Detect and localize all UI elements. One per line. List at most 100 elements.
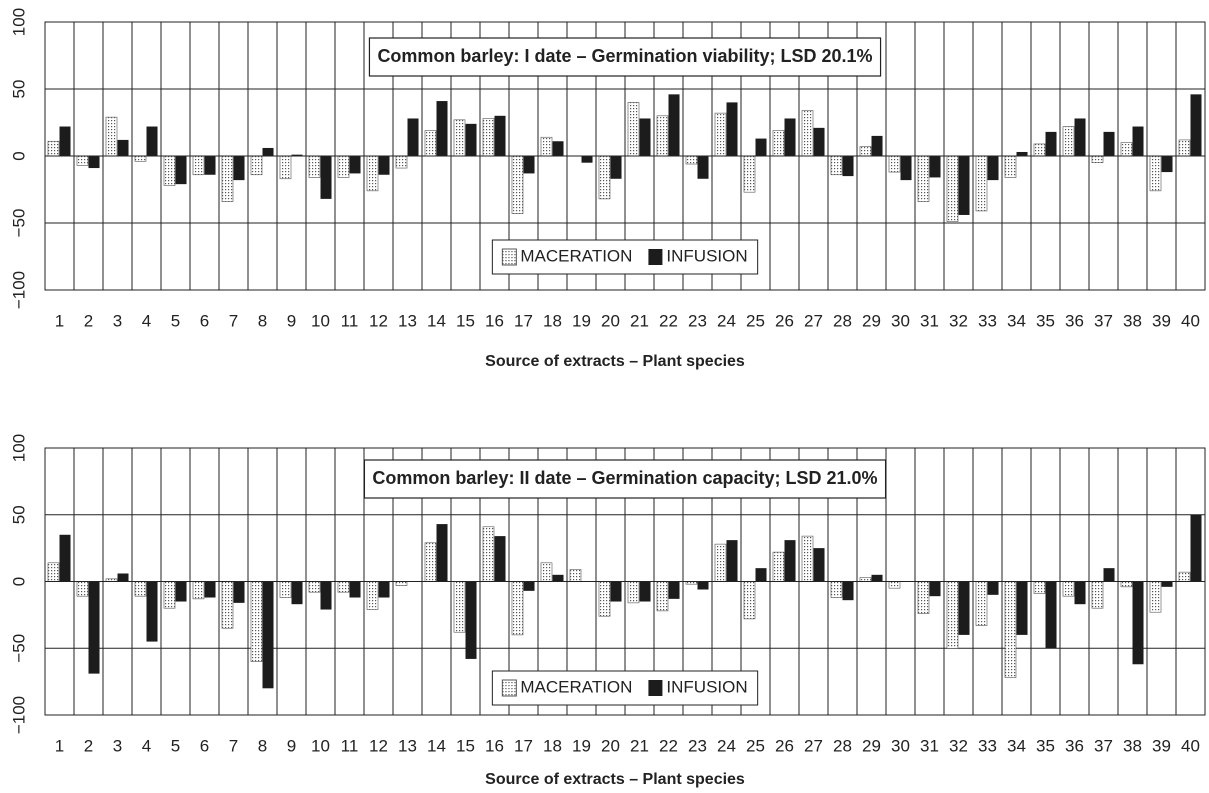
bar [250, 581, 263, 662]
x-tick-label: 40 [1181, 311, 1200, 330]
x-tick-label: 20 [601, 736, 620, 755]
bar [627, 581, 640, 604]
bar [784, 118, 796, 156]
x-tick-label: 40 [1181, 736, 1200, 755]
bar [378, 581, 390, 598]
y-tick-label: 50 [9, 505, 28, 524]
bar [337, 155, 350, 178]
bar [250, 155, 263, 176]
x-tick-label: 37 [1094, 311, 1113, 330]
x-tick-label: 33 [978, 736, 997, 755]
y-tick-label: 50 [9, 80, 28, 99]
bar [192, 581, 205, 600]
y-tick-label: 100 [9, 8, 28, 36]
bar [291, 581, 303, 605]
bar [1120, 581, 1133, 588]
bar [1062, 581, 1075, 597]
bar [337, 581, 350, 593]
bar [598, 581, 611, 617]
x-tick-label: 39 [1152, 736, 1171, 755]
bar [134, 581, 147, 597]
bar [146, 126, 158, 156]
x-tick-label: 30 [891, 311, 910, 330]
x-tick-label: 30 [891, 736, 910, 755]
x-tick-label: 13 [398, 736, 417, 755]
x-tick-label: 38 [1123, 311, 1142, 330]
x-tick-label: 37 [1094, 736, 1113, 755]
x-tick-label: 26 [775, 736, 794, 755]
bar [610, 156, 622, 179]
bar [1132, 581, 1144, 665]
bar [946, 155, 959, 222]
bar [668, 581, 680, 599]
bar [320, 581, 332, 610]
x-tick-label: 8 [258, 736, 267, 755]
bar [1045, 131, 1057, 156]
x-tick-label: 28 [833, 311, 852, 330]
bar [366, 155, 379, 192]
bar [523, 156, 535, 174]
bar [436, 524, 448, 582]
bar [830, 155, 843, 176]
chart-title: Common barley: II date – Germination cap… [372, 468, 877, 488]
bar [395, 581, 408, 586]
legend-swatch [648, 680, 663, 696]
x-tick-label: 15 [456, 311, 475, 330]
y-tick-label: −50 [9, 634, 28, 663]
bar [813, 127, 825, 156]
bar [1132, 126, 1144, 156]
bar [610, 581, 622, 602]
bar [1062, 126, 1075, 157]
x-tick-label: 7 [229, 736, 238, 755]
x-tick-label: 3 [113, 311, 122, 330]
bar [784, 540, 796, 582]
bar [1178, 571, 1191, 582]
bar [175, 156, 187, 185]
bar [221, 581, 234, 629]
bar [59, 534, 71, 582]
bar [424, 542, 437, 582]
legend-box [491, 239, 759, 275]
x-tick-label: 21 [630, 311, 649, 330]
y-tick-label: 0 [9, 577, 28, 586]
bar [871, 135, 883, 156]
bar [772, 551, 785, 582]
bar [755, 138, 767, 156]
x-tick-label: 29 [862, 736, 881, 755]
bar [842, 156, 854, 177]
bar [511, 155, 524, 214]
bar [395, 155, 408, 169]
x-tick-label: 23 [688, 311, 707, 330]
title-box [363, 459, 887, 499]
bar [975, 581, 988, 626]
bar [88, 581, 100, 674]
bar [1178, 139, 1191, 157]
legend-label: INFUSION [666, 677, 747, 696]
bar [697, 156, 709, 179]
x-tick-label: 16 [485, 736, 504, 755]
bar [308, 155, 321, 178]
x-tick-label: 10 [311, 311, 330, 330]
bar [639, 118, 651, 156]
x-tick-label: 18 [543, 736, 562, 755]
bar [117, 139, 129, 156]
bar [482, 118, 495, 157]
x-tick-label: 35 [1036, 736, 1055, 755]
legend: MACERATION INFUSION [491, 670, 759, 706]
bar [859, 577, 872, 582]
bar [1161, 156, 1173, 173]
x-tick-label: 33 [978, 311, 997, 330]
bar [714, 112, 727, 157]
bar [117, 573, 129, 582]
bar [929, 581, 941, 597]
y-tick-label: 0 [9, 151, 28, 160]
bar [801, 110, 814, 157]
bar [1016, 581, 1028, 635]
bar [656, 581, 669, 612]
bar [262, 147, 274, 156]
bar [163, 581, 176, 609]
x-tick-label: 17 [514, 311, 533, 330]
x-axis-title: Source of extracts – Plant species [485, 353, 745, 370]
y-tick-label: −100 [9, 696, 28, 734]
bar [163, 155, 176, 186]
